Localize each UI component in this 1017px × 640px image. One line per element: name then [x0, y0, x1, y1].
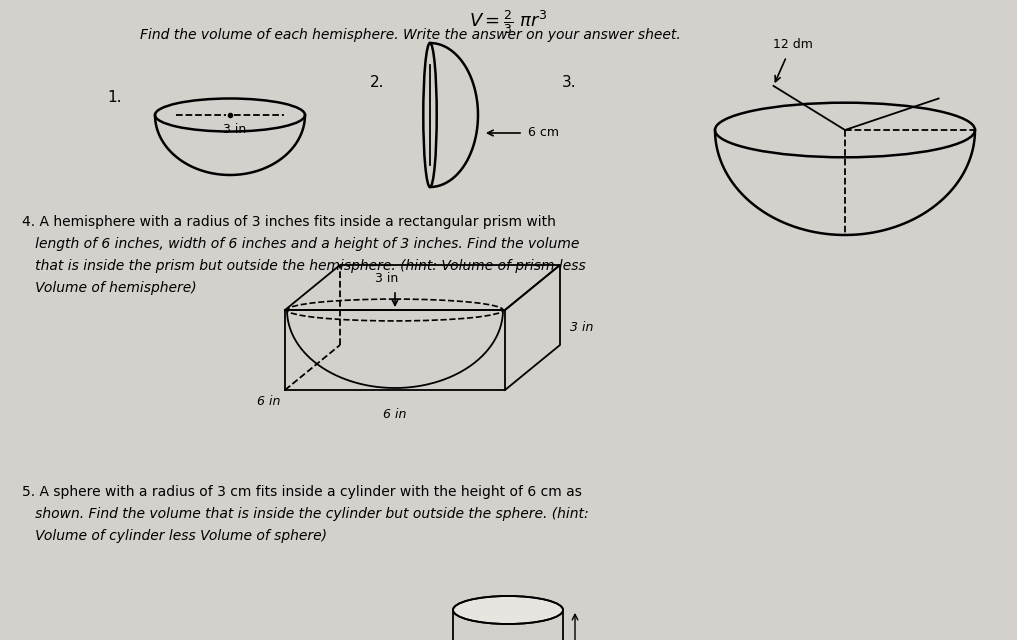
Text: 1.: 1. [107, 90, 121, 105]
Text: length of 6 inches, width of 6 inches and a height of 3 inches. Find the volume: length of 6 inches, width of 6 inches an… [22, 237, 580, 251]
Text: 4. A hemisphere with a radius of 3 inches fits inside a rectangular prism with: 4. A hemisphere with a radius of 3 inche… [22, 215, 556, 229]
Text: Find the volume of each hemisphere. Write the answer on your answer sheet.: Find the volume of each hemisphere. Writ… [140, 28, 680, 42]
Text: 6 in: 6 in [256, 395, 280, 408]
Text: Volume of cylinder less Volume of sphere): Volume of cylinder less Volume of sphere… [22, 529, 327, 543]
Ellipse shape [453, 596, 563, 624]
Text: 3 in: 3 in [570, 321, 593, 334]
Text: 6 in: 6 in [383, 408, 407, 421]
Text: $V = \frac{2}{3}\ \pi r^3$: $V = \frac{2}{3}\ \pi r^3$ [469, 8, 547, 36]
Text: that is inside the prism but outside the hemisphere. (hint: Volume of prism less: that is inside the prism but outside the… [22, 259, 586, 273]
Text: shown. Find the volume that is inside the cylinder but outside the sphere. (hint: shown. Find the volume that is inside th… [22, 507, 589, 521]
Text: Volume of hemisphere): Volume of hemisphere) [22, 281, 196, 295]
Text: 3 in: 3 in [375, 272, 399, 285]
Text: 3 in: 3 in [224, 123, 247, 136]
Text: 12 dm: 12 dm [773, 38, 813, 51]
Text: 3.: 3. [562, 75, 577, 90]
Text: 2.: 2. [370, 75, 384, 90]
Text: 5. A sphere with a radius of 3 cm fits inside a cylinder with the height of 6 cm: 5. A sphere with a radius of 3 cm fits i… [22, 485, 582, 499]
Text: 6 cm: 6 cm [528, 127, 559, 140]
